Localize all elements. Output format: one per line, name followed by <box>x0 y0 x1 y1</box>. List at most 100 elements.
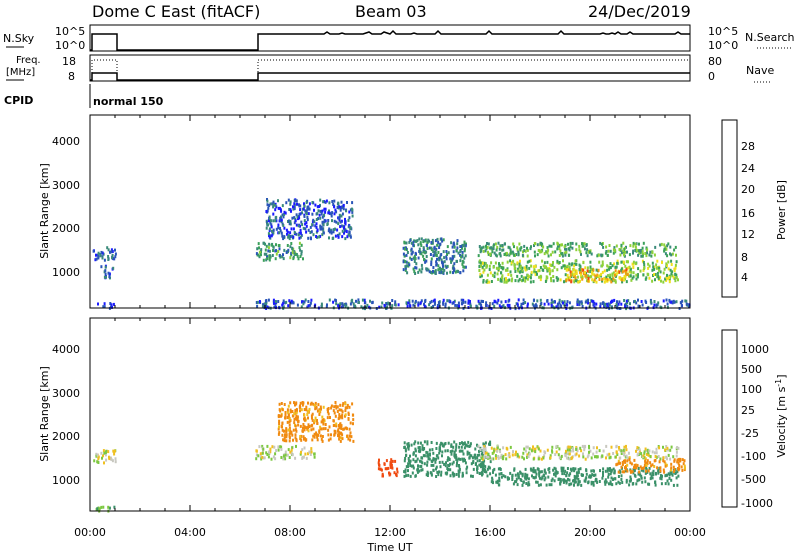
data-cell <box>562 301 564 305</box>
data-cell <box>482 280 485 284</box>
data-cell <box>377 467 380 471</box>
data-cell <box>597 253 600 257</box>
data-cell <box>504 453 507 457</box>
data-cell <box>607 475 610 479</box>
data-cell <box>602 467 605 471</box>
data-cell <box>586 279 589 283</box>
data-cell <box>289 429 292 433</box>
power-cbar-label: Power [dB] <box>775 180 788 240</box>
data-cell <box>680 304 683 308</box>
data-cell <box>521 253 524 257</box>
data-cell <box>471 456 474 460</box>
data-cell <box>567 268 570 272</box>
data-cell <box>603 280 606 284</box>
power-cbar-tick-12: 12 <box>741 228 755 241</box>
data-cell <box>507 245 510 249</box>
data-cell <box>305 456 308 460</box>
data-cell <box>309 453 312 456</box>
data-cell <box>614 273 616 277</box>
data-cell <box>265 451 268 455</box>
data-cell <box>492 481 494 485</box>
data-cell <box>313 208 315 212</box>
data-cell <box>268 450 271 454</box>
data-cell <box>537 269 540 273</box>
data-cell <box>442 444 444 448</box>
power-ytick-2000: 2000 <box>52 222 80 235</box>
data-cell <box>616 259 619 263</box>
data-cell <box>317 209 320 213</box>
data-cell <box>282 237 285 241</box>
data-cell <box>611 483 614 487</box>
data-cell <box>418 237 421 241</box>
data-cell <box>476 456 479 459</box>
data-cell <box>574 276 577 280</box>
data-cell <box>673 267 676 271</box>
data-cell <box>498 262 500 266</box>
data-cell <box>263 456 266 460</box>
data-cell <box>654 483 657 487</box>
data-cell <box>581 277 584 281</box>
data-cell <box>560 304 563 308</box>
data-cell <box>602 301 605 305</box>
data-cell <box>468 456 471 460</box>
data-cell <box>463 265 466 269</box>
data-cell <box>349 421 352 425</box>
data-cell <box>528 266 531 270</box>
data-cell <box>647 469 650 473</box>
data-cell <box>461 449 464 453</box>
data-cell <box>568 448 571 452</box>
data-cell <box>500 271 503 275</box>
data-cell <box>322 427 325 431</box>
power-cbar-tick-20: 20 <box>741 183 755 196</box>
data-cell <box>108 272 111 276</box>
data-cell <box>614 455 617 459</box>
data-cell <box>552 242 555 246</box>
data-cell <box>282 457 285 461</box>
data-cell <box>532 469 535 473</box>
data-cell <box>491 476 494 480</box>
data-cell <box>274 204 277 208</box>
data-cell <box>660 482 663 486</box>
data-cell <box>341 302 344 306</box>
data-cell <box>110 303 113 307</box>
data-cell <box>335 424 338 428</box>
data-cell <box>583 448 586 452</box>
data-cell <box>646 470 649 474</box>
data-cell <box>266 305 269 309</box>
data-cell <box>592 483 595 487</box>
data-cell <box>538 476 541 480</box>
data-cell <box>519 270 522 274</box>
data-cell <box>414 299 417 303</box>
data-cell <box>526 473 529 477</box>
data-cell <box>274 257 277 261</box>
data-cell <box>667 482 670 486</box>
data-cell <box>414 301 417 305</box>
data-cell <box>413 442 416 446</box>
data-cell <box>526 445 529 449</box>
data-cell <box>109 302 112 305</box>
data-cell <box>440 253 443 256</box>
data-cell <box>282 257 285 261</box>
data-cell <box>534 242 537 246</box>
data-cell <box>335 422 338 426</box>
data-cell <box>317 403 320 407</box>
data-cell <box>590 267 592 271</box>
data-cell <box>501 267 504 271</box>
data-cell <box>637 253 640 257</box>
data-cell <box>666 302 669 306</box>
data-cell <box>638 242 640 246</box>
data-cell <box>489 246 492 250</box>
data-cell <box>647 451 650 455</box>
data-cell <box>479 448 482 452</box>
data-cell <box>497 241 500 245</box>
data-cell <box>298 241 301 245</box>
data-cell <box>609 455 612 459</box>
data-cell <box>107 505 110 509</box>
data-cell <box>628 483 631 487</box>
data-cell <box>577 300 580 304</box>
data-cell <box>662 299 665 303</box>
data-cell <box>456 246 459 250</box>
data-cell <box>586 266 589 270</box>
data-cell <box>322 422 325 426</box>
data-cell <box>607 305 609 309</box>
